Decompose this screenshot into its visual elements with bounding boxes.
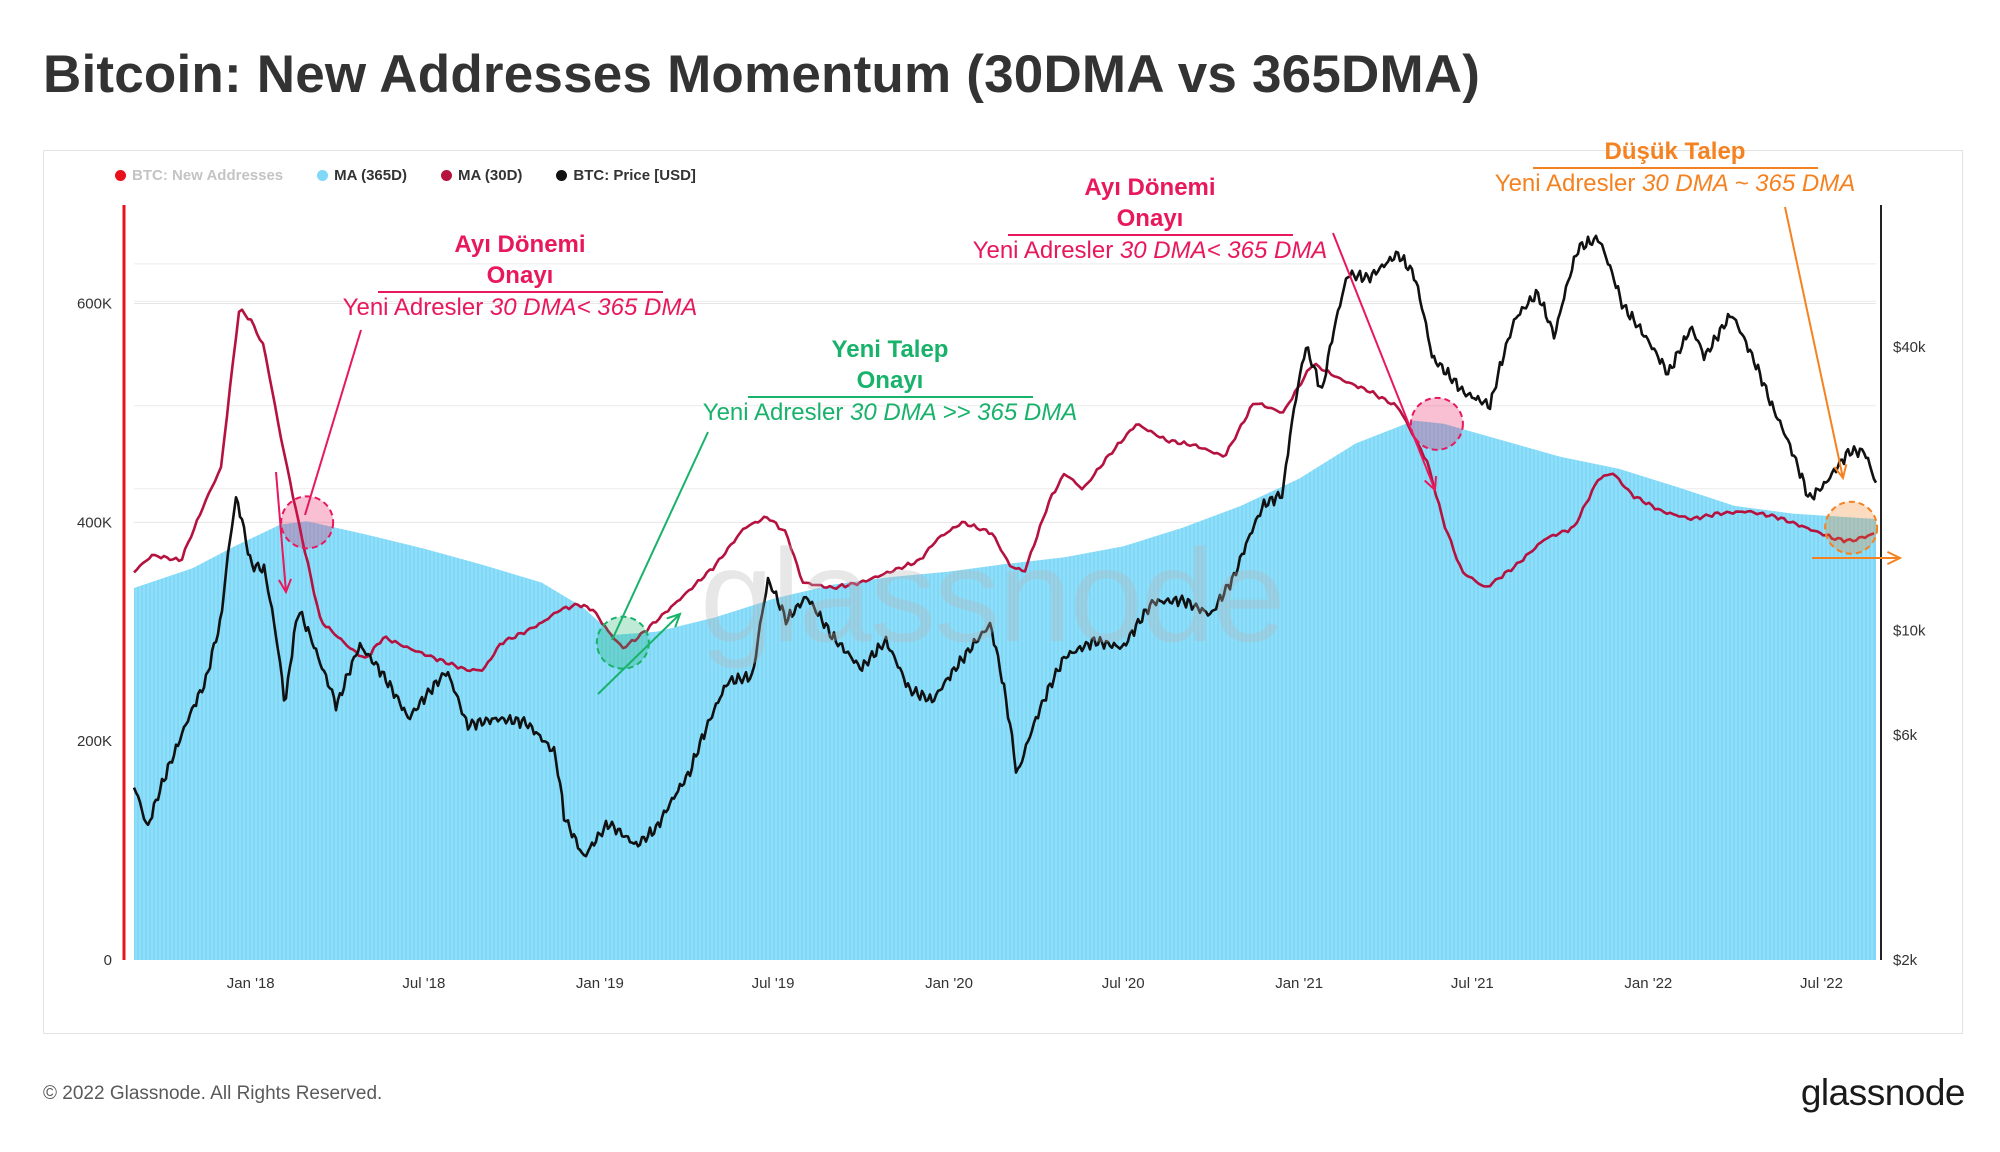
legend-label-ma365: MA (365D) bbox=[334, 167, 407, 184]
y-right-tick-label-2: $10k bbox=[1893, 623, 1926, 640]
annotation-demand-rule bbox=[747, 396, 1033, 398]
legend-label-new-addresses: BTC: New Addresses bbox=[132, 167, 284, 184]
annotation-low-demand-2022: Düşük Talep Yeni Adresler 30 DMA ~ 365 D… bbox=[1455, 136, 1895, 199]
annotation-bear-2021-title2: Onayı bbox=[1116, 205, 1184, 232]
x-tick-label-1: Jul '18 bbox=[402, 975, 445, 992]
annotation-bear-2018-title1: Ayı Dönemi bbox=[454, 231, 586, 258]
x-tick-label-6: Jan '21 bbox=[1275, 975, 1323, 992]
x-tick-label-0: Jan '18 bbox=[227, 975, 275, 992]
y-left-tick-label-1: 200K bbox=[77, 733, 112, 750]
annotation-circle-pink-2 bbox=[1409, 396, 1464, 451]
annotation-demand-subtitle: Yeni Adresler 30 DMA >> 365 DMA bbox=[660, 398, 1120, 428]
y-right-tick-label-1: $6k bbox=[1893, 727, 1918, 744]
x-tick-label-3: Jul '19 bbox=[752, 975, 795, 992]
annotation-bear-2021-title1: Ayı Dönemi bbox=[1084, 174, 1216, 201]
y-left-tick-label-3: 600K bbox=[77, 295, 112, 312]
legend: BTC: New Addresses MA (365D) MA (30D) BT… bbox=[115, 167, 696, 184]
annotation-demand-title2: Onayı bbox=[856, 367, 924, 394]
y-right-tick-label-3: $40k bbox=[1893, 339, 1926, 356]
arrow-bear-2021-down-head bbox=[1424, 475, 1438, 493]
annotation-circle-green-1 bbox=[595, 615, 650, 670]
legend-item-new-addresses[interactable]: BTC: New Addresses bbox=[115, 167, 283, 184]
annotation-bear-2018-sub-italic: 30 DMA< 365 DMA bbox=[489, 294, 698, 321]
x-tick-label-2: Jan '19 bbox=[576, 975, 624, 992]
annotation-bear-2021-rule bbox=[1007, 234, 1293, 236]
legend-item-price[interactable]: BTC: Price [USD] bbox=[556, 167, 696, 184]
y-left-ticks: 0 200K 400K 600K bbox=[77, 295, 112, 969]
annotation-low-demand-sub-plain: Yeni Adresler bbox=[1494, 170, 1642, 197]
arrow-bear-2021-down-shaft bbox=[1332, 232, 1436, 491]
legend-item-ma365[interactable]: MA (365D) bbox=[317, 167, 407, 184]
x-tick-label-5: Jul '20 bbox=[1102, 975, 1145, 992]
annotation-bear-2021: Ayı Dönemi Onayı Yeni Adresler 30 DMA< 3… bbox=[930, 172, 1370, 266]
annotation-bear-2021-sub-plain: Yeni Adresler bbox=[972, 237, 1120, 264]
arrow-demand-pointer bbox=[611, 431, 709, 641]
annotation-bear-2018: Ayı Dönemi Onayı Yeni Adresler 30 DMA< 3… bbox=[300, 229, 740, 323]
legend-item-ma30[interactable]: MA (30D) bbox=[440, 167, 523, 184]
annotation-demand-sub-plain: Yeni Adresler bbox=[702, 399, 850, 426]
price-line-group bbox=[132, 234, 1878, 858]
arrow-bear-2018-down-head bbox=[278, 578, 292, 595]
chart-frame bbox=[43, 150, 1963, 1034]
annotation-demand-title1: Yeni Talep bbox=[831, 336, 949, 363]
annotation-circle-pink-0 bbox=[280, 495, 335, 550]
arrow-bear-2018-pointer bbox=[304, 329, 362, 516]
footer-copyright: © 2022 Glassnode. All Rights Reserved. bbox=[43, 1083, 383, 1104]
annotation-bear-2018-sub-plain: Yeni Adresler bbox=[342, 294, 490, 321]
annotation-bear-2021-sub-italic: 30 DMA< 365 DMA bbox=[1119, 237, 1328, 264]
price-line bbox=[132, 234, 1878, 858]
annotation-low-demand-title: Düşük Talep bbox=[1604, 138, 1746, 165]
arrow-demand-up-shaft bbox=[597, 613, 681, 695]
arrow-low-demand-pointer-head bbox=[1833, 464, 1848, 481]
annotation-marks bbox=[280, 396, 1879, 670]
annotation-low-demand-rule bbox=[1532, 167, 1818, 169]
legend-label-ma30: MA (30D) bbox=[457, 167, 523, 184]
arrow-low-demand-flat-head bbox=[1886, 551, 1903, 565]
legend-dot-ma30 bbox=[440, 170, 452, 181]
legend-dot-new-addresses bbox=[115, 170, 126, 181]
annotation-bear-2021-subtitle: Yeni Adresler 30 DMA< 365 DMA bbox=[930, 236, 1370, 266]
legend-label-price: BTC: Price [USD] bbox=[573, 167, 696, 184]
x-tick-label-9: Jul '22 bbox=[1800, 975, 1843, 992]
y-left-tick-label-2: 400K bbox=[77, 514, 112, 531]
annotation-low-demand-sub-italic: 30 DMA ~ 365 DMA bbox=[1642, 170, 1856, 197]
arrow-low-demand-pointer-shaft bbox=[1784, 206, 1844, 479]
annotation-demand-2019: Yeni Talep Onayı Yeni Adresler 30 DMA >>… bbox=[660, 334, 1120, 428]
annotation-bear-2018-title2: Onayı bbox=[486, 262, 554, 289]
x-tick-label-7: Jul '21 bbox=[1451, 975, 1494, 992]
annotation-arrows bbox=[275, 206, 1903, 695]
ma30-line bbox=[133, 308, 1875, 673]
x-ticks: Jan '18 Jul '18 Jan '19 Jul '19 Jan '20 Jul '… bbox=[227, 975, 1843, 992]
legend-dot-price bbox=[556, 170, 568, 181]
arrow-bear-2018-down-shaft bbox=[275, 471, 287, 593]
x-tick-label-8: Jan '22 bbox=[1624, 975, 1672, 992]
y-left-tick-label-0: 0 bbox=[104, 952, 112, 969]
y-right-tick-label-0: $2k bbox=[1893, 952, 1918, 969]
y-right-ticks: $2k $6k $10k $40k bbox=[1893, 339, 1926, 969]
x-tick-label-4: Jan '20 bbox=[925, 975, 973, 992]
annotation-low-demand-subtitle: Yeni Adresler 30 DMA ~ 365 DMA bbox=[1455, 169, 1895, 199]
legend-dot-ma365 bbox=[317, 170, 329, 181]
annotation-circle-orange-3 bbox=[1824, 500, 1879, 555]
annotation-bear-2018-rule bbox=[377, 291, 663, 293]
page-title: Bitcoin: New Addresses Momentum (30DMA v… bbox=[43, 45, 1481, 104]
annotation-bear-2018-subtitle: Yeni Adresler 30 DMA< 365 DMA bbox=[300, 293, 740, 323]
ma30-line-group bbox=[133, 308, 1875, 673]
footer-logo: glassnode bbox=[1800, 1072, 1966, 1113]
annotation-demand-sub-italic: 30 DMA >> 365 DMA bbox=[850, 399, 1078, 426]
arrow-demand-up-head bbox=[666, 612, 682, 628]
ma365-area-ribs bbox=[135, 420, 1873, 960]
